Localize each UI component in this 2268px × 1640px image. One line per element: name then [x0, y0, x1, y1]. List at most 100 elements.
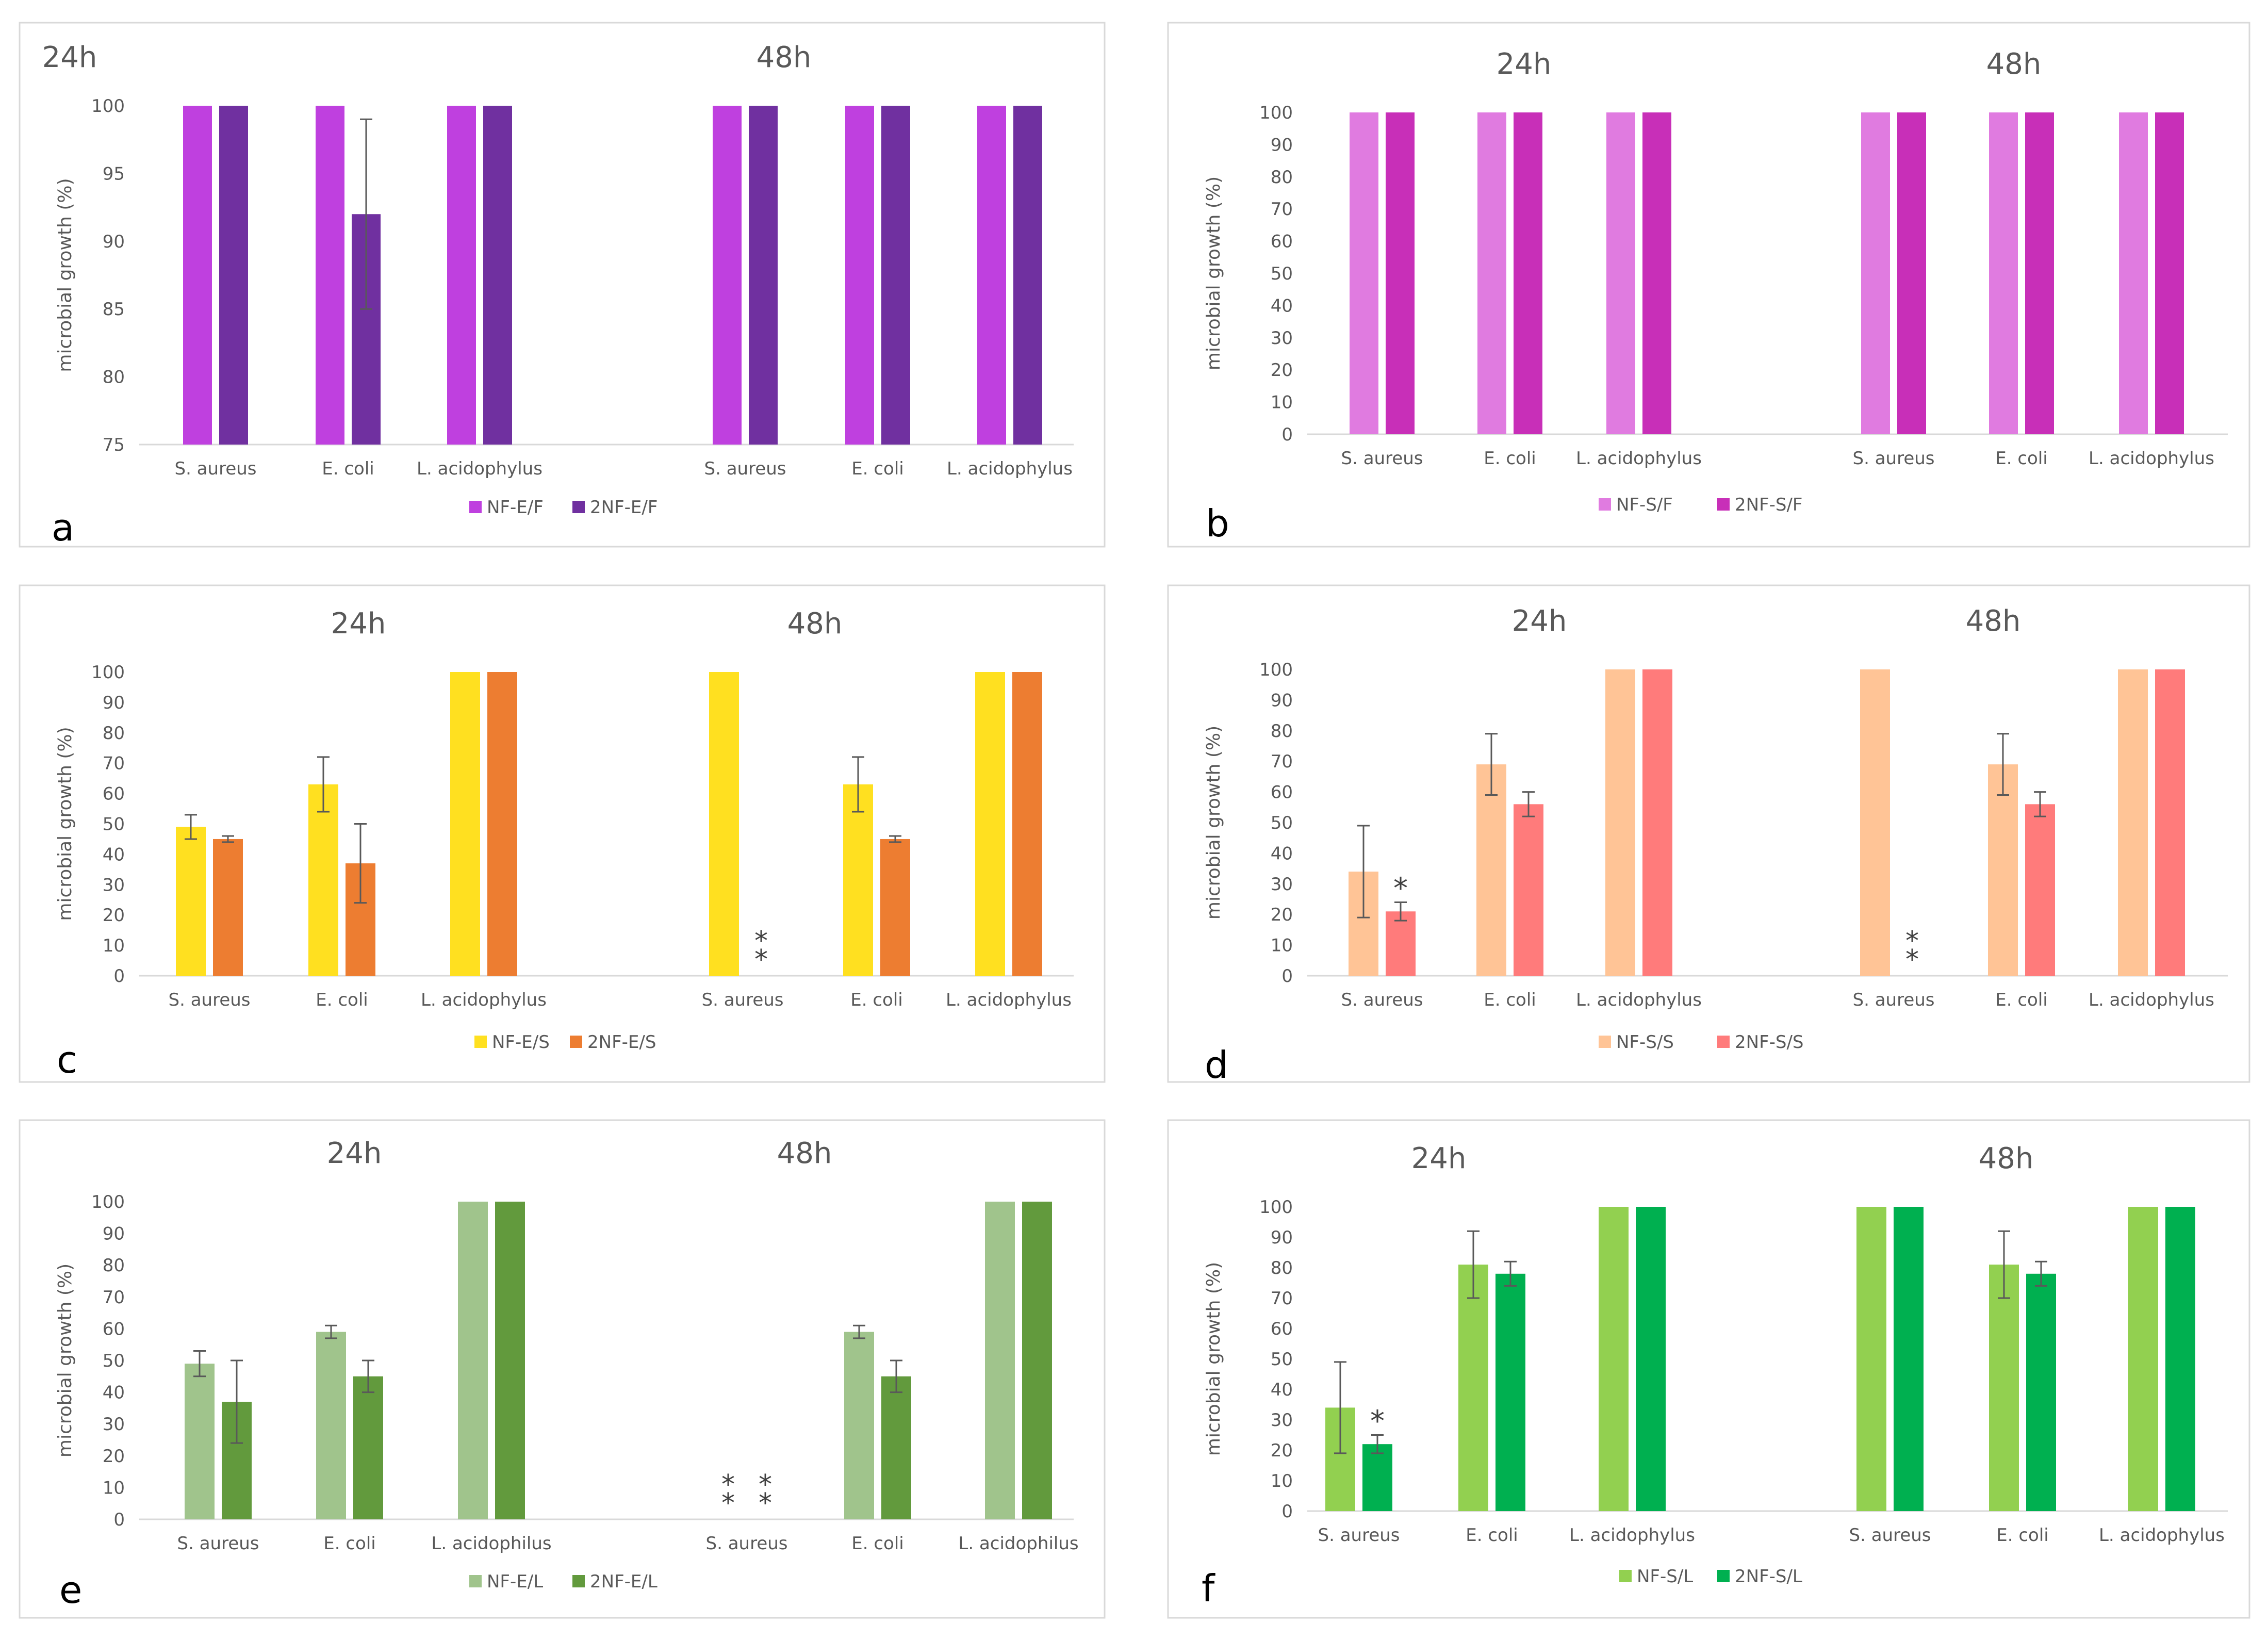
- group-title-48h: 48h: [1979, 1142, 2034, 1175]
- y-tick-label: 70: [1271, 751, 1293, 772]
- group-title-48h: 48h: [757, 41, 812, 74]
- y-tick-label: 90: [1271, 1227, 1293, 1248]
- group-title-48h: 48h: [1966, 604, 2021, 638]
- legend-entry: 2NF-E/S: [587, 1032, 656, 1053]
- x-tick-label: S. aureus: [1341, 448, 1423, 469]
- bar-2NF-E/L: [495, 1202, 525, 1519]
- y-tick-label: 40: [103, 844, 125, 865]
- y-tick-label: 100: [91, 1192, 125, 1212]
- x-tick-label: S. aureus: [704, 458, 786, 479]
- legend-entry: 2NF-S/F: [1735, 495, 1802, 515]
- y-tick-label: 100: [1259, 660, 1293, 680]
- x-tick-label: S. aureus: [706, 1533, 788, 1554]
- legend-swatch: [1599, 1036, 1611, 1048]
- y-tick-label: 30: [103, 1414, 125, 1435]
- legend-entry: 2NF-E/F: [590, 497, 658, 518]
- y-tick-label: 20: [1271, 1440, 1293, 1461]
- x-tick-label: L. acidophylus: [2089, 448, 2214, 469]
- y-tick-label: 90: [103, 693, 125, 713]
- y-tick-label: 0: [1281, 424, 1293, 445]
- y-tick-label: 100: [1259, 1197, 1293, 1218]
- y-tick-label: 0: [113, 1510, 125, 1530]
- bar-2NF-E/F: [749, 106, 778, 445]
- y-tick-label: 50: [103, 814, 125, 835]
- x-tick-label: E. coli: [1995, 448, 2048, 469]
- bar-NF-S/L: [1856, 1207, 1886, 1511]
- x-tick-label: E. coli: [1466, 1525, 1518, 1546]
- bar-2NF-E/L: [353, 1376, 383, 1519]
- y-tick-label: 70: [103, 753, 125, 774]
- y-tick-label: 90: [1271, 135, 1293, 155]
- y-tick-label: 80: [1271, 721, 1293, 742]
- bar-2NF-E/L: [1022, 1202, 1052, 1519]
- bar-NF-S/S: [1860, 669, 1890, 976]
- y-axis-label: microbial growth (%): [1203, 726, 1224, 920]
- panel-frame: [1167, 1119, 2250, 1619]
- y-tick-label: 60: [1271, 782, 1293, 803]
- x-tick-label: E. coli: [851, 458, 904, 479]
- bar-2NF-S/F: [1642, 112, 1671, 434]
- x-tick-label: E. coli: [1995, 990, 2048, 1010]
- bar-NF-S/L: [1458, 1265, 1488, 1511]
- legend-swatch: [1717, 498, 1730, 511]
- bar-NF-E/F: [845, 106, 874, 445]
- panel-c: 0 10 20 30 40 50 60 70 80 90 100 microbial growth (…: [19, 584, 1106, 1083]
- y-tick-label: 20: [103, 1446, 125, 1467]
- y-tick-label: 60: [1271, 1319, 1293, 1339]
- panel-d: 0 10 20 30 40 50 60 70 80 90 100 microbial growth (…: [1167, 584, 2250, 1087]
- legend-swatch: [1717, 1570, 1730, 1582]
- bar-NF-S/F: [2119, 112, 2148, 434]
- x-tick-label: S. aureus: [175, 458, 257, 479]
- y-tick-label: 85: [103, 299, 125, 320]
- y-tick-label: 95: [103, 163, 125, 184]
- panel-b: 0 10 20 30 40 50 60 70 80 90 100 microbial growth (…: [1167, 22, 2250, 548]
- x-tick-label: E. coli: [322, 458, 374, 479]
- y-tick-label: 20: [103, 905, 125, 926]
- bar-2NF-S/F: [1897, 112, 1926, 434]
- legend-entry: NF-S/F: [1616, 495, 1673, 515]
- legend-entry: NF-S/S: [1616, 1032, 1674, 1053]
- bar-2NF-S/L: [1636, 1207, 1666, 1511]
- bar-2NF-S/L: [1362, 1444, 1392, 1511]
- legend-swatch: [1717, 1036, 1730, 1048]
- significance-marker: *: [1393, 872, 1408, 905]
- legend-entry: 2NF-S/L: [1735, 1566, 1802, 1587]
- x-tick-label: L. acidophylus: [421, 990, 547, 1010]
- bar-NF-E/S: [308, 784, 338, 976]
- legend-entry: NF-S/L: [1637, 1566, 1693, 1587]
- panel-label: b: [1206, 502, 1229, 545]
- bar-NF-S/L: [1989, 1265, 2019, 1511]
- y-tick-label: 50: [1271, 264, 1293, 284]
- y-tick-label: 30: [1271, 1410, 1293, 1431]
- panel-frame: [1167, 22, 2250, 548]
- y-tick-label: 70: [1271, 1288, 1293, 1309]
- group-title-24h: 24h: [1512, 604, 1567, 638]
- y-axis-label: microbial growth (%): [1203, 176, 1224, 370]
- panel-f: 0 10 20 30 40 50 60 70 80 90 100 microbial growth (…: [1167, 1119, 2250, 1619]
- bar-2NF-E/F: [1013, 106, 1042, 445]
- significance-marker: *: [1905, 926, 1919, 957]
- y-tick-label: 40: [1271, 296, 1293, 316]
- x-tick-label: S. aureus: [1341, 990, 1423, 1010]
- legend-swatch: [572, 501, 585, 513]
- legend-entry: NF-E/L: [487, 1571, 543, 1592]
- bar-NF-E/L: [185, 1364, 215, 1519]
- y-tick-label: 10: [1271, 936, 1293, 956]
- y-tick-label: 60: [103, 1319, 125, 1339]
- legend-swatch: [469, 1575, 482, 1587]
- y-axis-label: microbial growth (%): [55, 178, 76, 372]
- bar-2NF-E/S: [1012, 672, 1042, 976]
- y-tick-label: 50: [1271, 813, 1293, 833]
- significance-marker: *: [759, 1469, 772, 1500]
- bar-2NF-S/L: [2026, 1273, 2056, 1511]
- y-tick-label: 10: [1271, 1471, 1293, 1491]
- x-tick-label: L. acidophylus: [1569, 1525, 1695, 1546]
- bar-2NF-S/S: [1514, 804, 1543, 976]
- bar-NF-E/F: [183, 106, 212, 445]
- y-tick-label: 50: [1271, 1349, 1293, 1370]
- legend-entry: 2NF-E/L: [590, 1571, 658, 1592]
- group-title-24h: 24h: [1497, 47, 1552, 81]
- y-tick-label: 40: [103, 1383, 125, 1403]
- bar-NF-S/F: [1606, 112, 1635, 434]
